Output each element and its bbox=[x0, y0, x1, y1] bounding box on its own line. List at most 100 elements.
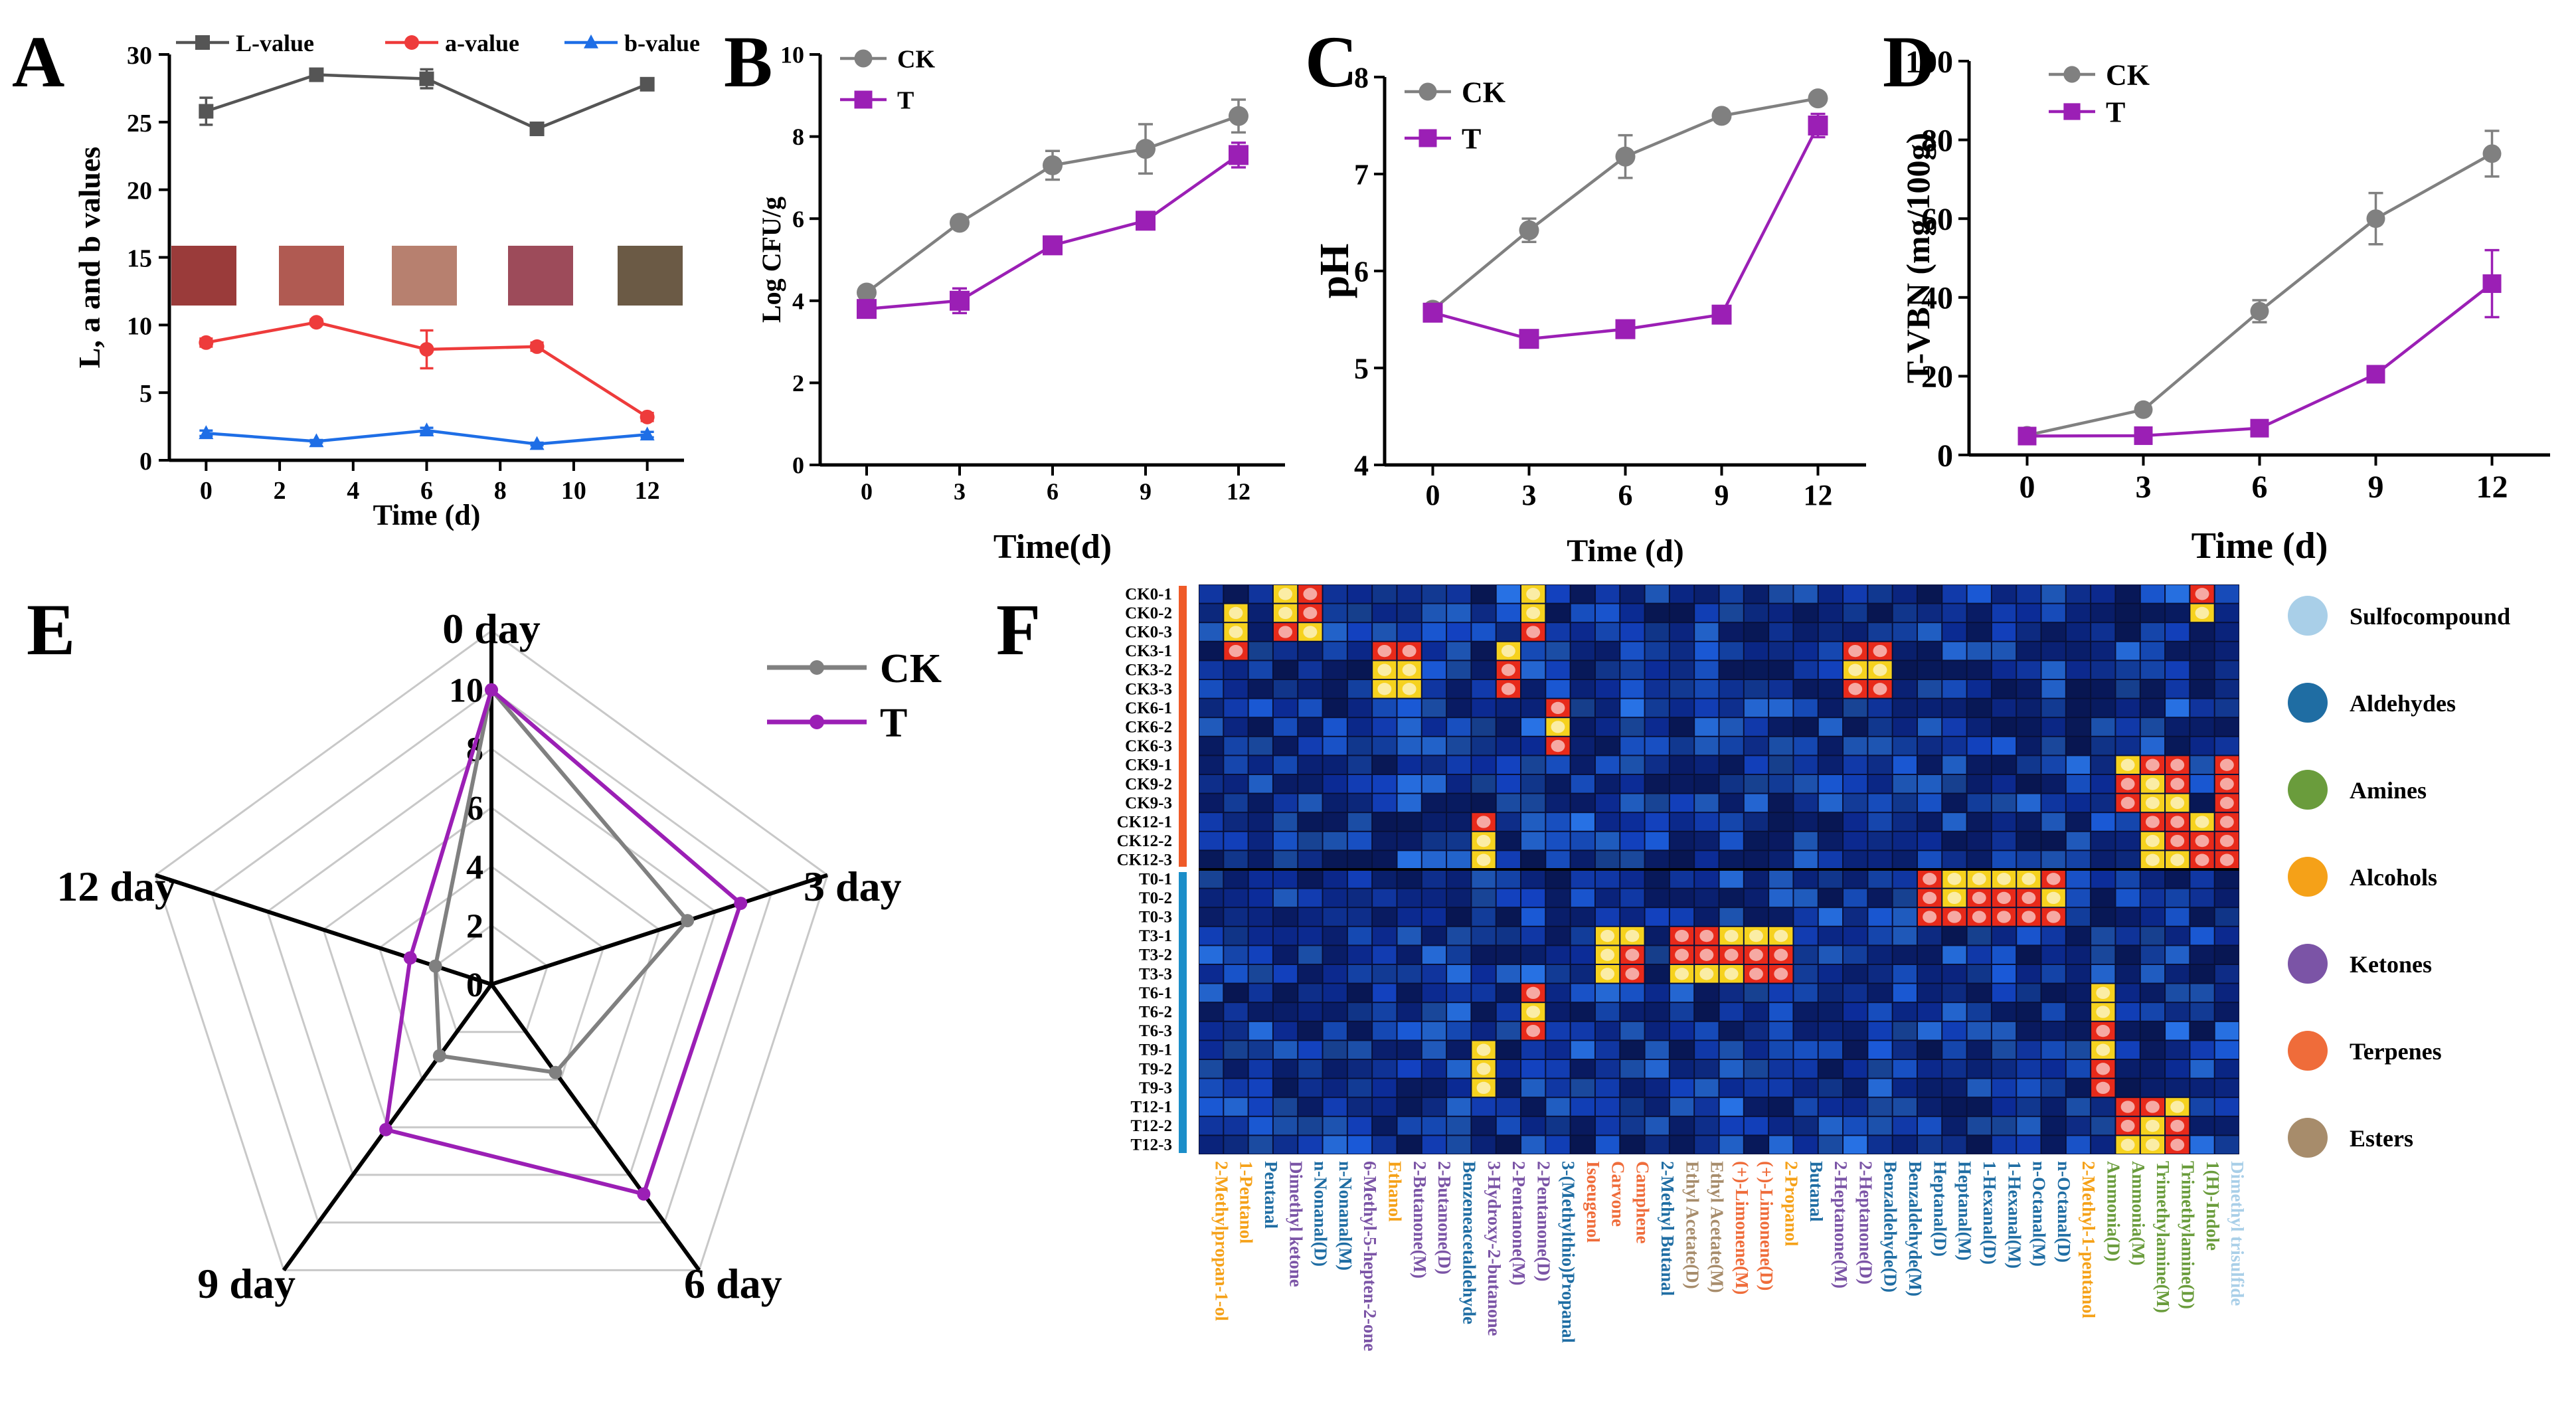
heatmap-cell bbox=[1844, 908, 1867, 926]
heatmap-cell bbox=[1967, 794, 1991, 812]
heatmap-cell bbox=[1298, 1098, 1322, 1116]
heatmap-cell bbox=[2091, 851, 2115, 869]
heatmap-cell bbox=[1397, 1098, 1421, 1116]
heatmap-cell bbox=[1670, 699, 1694, 717]
heatmap-cell bbox=[1323, 1060, 1347, 1078]
heatmap-cell bbox=[1397, 1079, 1421, 1097]
heatmap-cell bbox=[1248, 870, 1272, 888]
y-tick-label: 30 bbox=[127, 42, 152, 70]
heatmap-cell bbox=[2190, 946, 2214, 964]
heatmap-cell bbox=[1298, 775, 1322, 793]
heatmap-cell bbox=[1744, 794, 1768, 812]
heatmap-hotspot bbox=[2145, 816, 2160, 828]
heatmap-cell bbox=[1769, 832, 1793, 850]
heatmap-cell bbox=[1546, 680, 1570, 698]
heatmap-cell bbox=[1645, 1022, 1669, 1040]
heatmap-cell bbox=[2215, 1116, 2239, 1135]
heatmap-cell bbox=[1744, 775, 1768, 793]
heatmap-cell bbox=[1546, 756, 1570, 774]
heatmap-cell bbox=[2066, 718, 2091, 736]
heatmap-cell bbox=[1521, 794, 1545, 812]
heatmap-cell bbox=[1719, 623, 1743, 641]
heatmap-cell bbox=[1818, 794, 1843, 812]
heatmap-cell bbox=[1273, 832, 1298, 850]
heatmap-column-label: Benzaldehyde(D) bbox=[1881, 1161, 1901, 1292]
heatmap-cell bbox=[1992, 1098, 2016, 1116]
heatmap-cell bbox=[1199, 1136, 1223, 1154]
heatmap-cell bbox=[1719, 642, 1743, 660]
heatmap-cell bbox=[1719, 775, 1743, 793]
heatmap-cell bbox=[2066, 585, 2091, 603]
heatmap-cell bbox=[1844, 965, 1867, 983]
heatmap-row-label: CK12-1 bbox=[1117, 814, 1172, 832]
heatmap-cell bbox=[1571, 1136, 1594, 1154]
heatmap-cell bbox=[1248, 775, 1272, 793]
legend-swatch bbox=[2288, 857, 2328, 897]
heatmap-hotspot bbox=[2046, 873, 2061, 885]
heatmap-cell bbox=[1248, 699, 1272, 717]
heatmap-cell bbox=[2215, 623, 2239, 641]
data-point bbox=[2250, 418, 2269, 438]
heatmap-cell bbox=[1794, 623, 1818, 641]
heatmap-cell bbox=[2017, 604, 2041, 622]
heatmap-cell bbox=[1695, 1022, 1719, 1040]
heatmap-cell bbox=[1373, 1079, 1397, 1097]
heatmap-row-label: T0-3 bbox=[1139, 909, 1172, 927]
heatmap-cell bbox=[1868, 832, 1892, 850]
heatmap-cell bbox=[1546, 889, 1570, 907]
heatmap-cell bbox=[1769, 813, 1793, 831]
heatmap-cell bbox=[1521, 1079, 1545, 1097]
heatmap-cell bbox=[1546, 1003, 1570, 1021]
legend-marker bbox=[1418, 82, 1437, 101]
radar-point bbox=[681, 914, 695, 928]
meat-photo-day6 bbox=[392, 246, 457, 306]
heatmap-cell bbox=[1744, 908, 1768, 926]
heatmap-cell bbox=[1942, 984, 1966, 1002]
heatmap-cell bbox=[1248, 1060, 1272, 1078]
heatmap-cell bbox=[1447, 604, 1471, 622]
heatmap-cell bbox=[2116, 737, 2140, 755]
heatmap-cell bbox=[1571, 927, 1594, 945]
heatmap-cell bbox=[2066, 699, 2091, 717]
heatmap-hotspot bbox=[2145, 1119, 2160, 1132]
heatmap-cell bbox=[1868, 813, 1892, 831]
heatmap-cell bbox=[1571, 870, 1594, 888]
heatmap-cell bbox=[1695, 1041, 1719, 1059]
heatmap-cell bbox=[1199, 1022, 1223, 1040]
heatmap-cell bbox=[1422, 1098, 1446, 1116]
heatmap-cell bbox=[1719, 604, 1743, 622]
data-point bbox=[1136, 211, 1156, 231]
heatmap-cell bbox=[1373, 927, 1397, 945]
heatmap-row-label: T0-1 bbox=[1139, 870, 1172, 888]
heatmap-cell bbox=[2091, 908, 2115, 926]
heatmap-hotspot bbox=[2145, 1101, 2160, 1113]
heatmap-cell bbox=[1917, 1041, 1942, 1059]
heatmap-cell bbox=[1546, 813, 1570, 831]
heatmap-cell bbox=[1496, 585, 1521, 603]
heatmap-hotspot bbox=[2170, 1119, 2185, 1132]
heatmap-cell bbox=[1942, 1116, 1966, 1135]
heatmap-cell bbox=[2091, 1116, 2115, 1135]
heatmap-cell bbox=[1224, 908, 1248, 926]
heatmap-cell bbox=[1844, 699, 1867, 717]
heatmap-cell bbox=[1868, 1041, 1892, 1059]
heatmap-cell bbox=[1298, 718, 1322, 736]
heatmap-cell bbox=[1695, 1060, 1719, 1078]
heatmap-cell bbox=[2215, 889, 2239, 907]
y-tick-label: 2 bbox=[792, 370, 804, 397]
heatmap-cell bbox=[2116, 680, 2140, 698]
heatmap-hotspot bbox=[2195, 606, 2209, 620]
heatmap-cell bbox=[2066, 965, 2091, 983]
heatmap-cell bbox=[2091, 623, 2115, 641]
heatmap-cell bbox=[1248, 813, 1272, 831]
heatmap-row-label: T3-2 bbox=[1139, 946, 1172, 964]
heatmap-cell bbox=[1496, 832, 1521, 850]
heatmap-hotspot bbox=[1724, 968, 1739, 980]
heatmap-cell bbox=[2041, 794, 2065, 812]
heatmap-cell bbox=[2066, 775, 2091, 793]
data-point bbox=[1615, 319, 1636, 339]
heatmap-cell bbox=[1298, 737, 1322, 755]
heatmap-cell bbox=[2190, 1116, 2214, 1135]
y-tick-label: 20 bbox=[1921, 359, 1953, 395]
heatmap-cell bbox=[1967, 1136, 1991, 1154]
